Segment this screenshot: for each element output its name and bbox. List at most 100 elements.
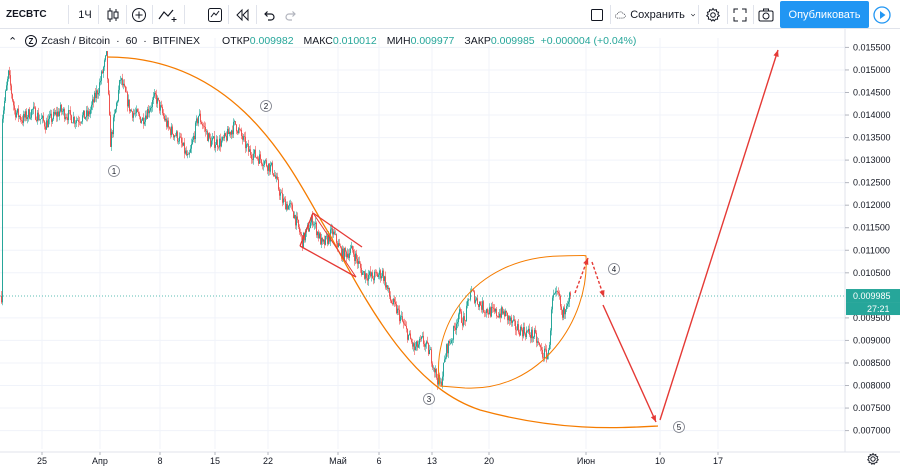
candle-body	[335, 234, 336, 235]
candle-body	[545, 348, 546, 350]
candle-body	[67, 117, 68, 121]
price-axis[interactable]: 0.015500 0.015000 0.014500 0.014000 0.013500…	[844, 29, 900, 470]
candle-body	[533, 336, 534, 339]
candle-body	[165, 118, 166, 121]
publish-button[interactable]: Опубликовать	[780, 1, 869, 28]
candle-body	[164, 115, 165, 121]
candle-body	[4, 100, 5, 111]
candle-body	[376, 272, 377, 274]
candle-body	[236, 124, 237, 132]
candle-body	[343, 248, 344, 261]
candle-body	[382, 270, 383, 277]
candle-body	[427, 341, 428, 344]
candle-body	[196, 118, 197, 123]
layout-button[interactable]	[587, 0, 607, 29]
candle-body	[527, 330, 528, 332]
compare-button[interactable]	[128, 0, 150, 29]
candle-body	[502, 307, 503, 314]
chart-style-button[interactable]	[101, 0, 125, 29]
candle-body	[352, 245, 353, 250]
candle-body	[487, 309, 488, 313]
candle-body	[120, 80, 121, 81]
snapshot-button[interactable]	[755, 0, 777, 29]
price-tick-label: 0.007000	[853, 426, 891, 436]
candle-body	[265, 160, 266, 162]
candle-body	[131, 109, 132, 112]
plus-circle-icon	[132, 7, 146, 22]
candle-body	[3, 110, 4, 119]
candle-body	[96, 90, 97, 99]
candle-body	[464, 316, 465, 321]
side-panel-toggle[interactable]	[870, 0, 894, 29]
candle-body	[169, 127, 170, 129]
candle-body	[115, 109, 116, 114]
candle-body	[249, 149, 250, 152]
candle-body	[448, 340, 449, 354]
candle-body	[8, 70, 9, 79]
candle-body	[339, 243, 340, 246]
wave-marker-label: 1	[112, 167, 117, 176]
projection-arrow-down-head	[599, 290, 605, 297]
symbol-search-button[interactable]: ZECBTC	[6, 0, 64, 29]
toolbar-divider	[184, 5, 185, 24]
candle-body	[356, 253, 357, 259]
candle-body	[368, 274, 369, 281]
candle-body	[113, 117, 114, 135]
candle-body	[192, 139, 193, 144]
templates-button[interactable]	[203, 0, 227, 29]
wave-marker	[608, 263, 620, 275]
interval-button[interactable]: 1Ч	[72, 0, 98, 29]
legend-collapse-icon[interactable]: ⌃	[8, 35, 18, 48]
candle-body	[60, 104, 61, 112]
indicators-button[interactable]	[154, 0, 182, 29]
candle-body	[19, 115, 20, 117]
redo-button[interactable]	[281, 0, 301, 29]
candle-body	[521, 326, 522, 330]
candle-body	[488, 312, 489, 315]
candle-body	[12, 94, 13, 101]
axis-settings-gear-icon[interactable]	[866, 452, 880, 466]
candle-body	[262, 164, 263, 166]
candle-body	[72, 122, 73, 124]
price-tick-label: 0.015500	[853, 42, 891, 52]
price-tick-label: 0.012500	[853, 178, 891, 188]
candle-body	[50, 113, 51, 116]
fullscreen-button[interactable]	[729, 0, 751, 29]
candle-body	[323, 239, 324, 242]
price-tick-label: 0.009500	[853, 313, 891, 323]
play-circle-icon	[873, 5, 891, 24]
candle-body	[440, 381, 441, 383]
undo-button[interactable]	[259, 0, 279, 29]
candle-body	[294, 215, 295, 219]
candle-body	[509, 316, 510, 321]
candle-body	[243, 136, 244, 140]
candle-body	[21, 120, 22, 121]
candle-body	[48, 118, 49, 128]
replay-button[interactable]	[231, 0, 253, 29]
candle-body	[516, 329, 517, 331]
candle-body	[407, 328, 408, 340]
candle-body	[375, 271, 376, 273]
candle-body	[41, 118, 42, 119]
candle-body	[462, 322, 463, 326]
candle-body	[446, 344, 447, 358]
candle-body	[523, 327, 524, 337]
candle-body	[467, 300, 468, 306]
candle-body	[367, 278, 368, 281]
candle-body	[267, 166, 268, 171]
save-button[interactable]: Сохранить	[614, 0, 696, 29]
arc-drawing	[106, 56, 659, 429]
candle-body	[227, 128, 228, 141]
candle-body	[178, 141, 179, 142]
candle-body	[94, 92, 95, 103]
candle-body	[232, 130, 233, 135]
ellipse-drawing	[438, 255, 587, 389]
time-tick-label: 15	[210, 456, 220, 466]
candle-body	[495, 308, 496, 312]
candle-body	[252, 158, 253, 160]
candle-body	[394, 298, 395, 302]
candle-body	[292, 204, 293, 212]
settings-button[interactable]	[702, 0, 724, 29]
time-axis[interactable]: 25 Апр 8 15 22 Май 6 13 20 Июн 10 17	[0, 451, 900, 470]
